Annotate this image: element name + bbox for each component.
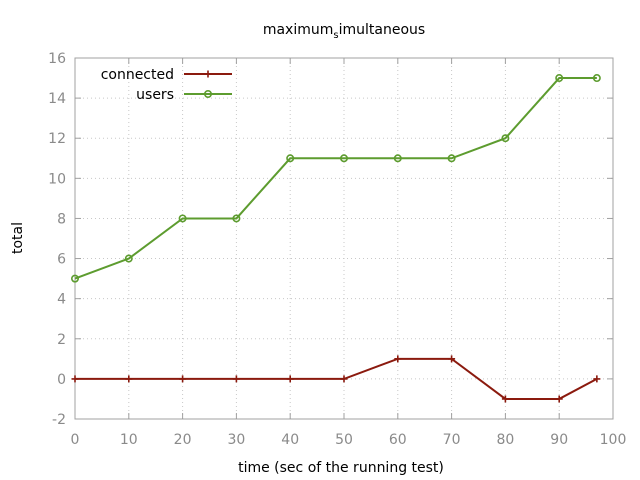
data-point-connected <box>448 355 456 363</box>
x-tick-label: 30 <box>227 432 245 448</box>
data-point-connected <box>394 355 402 363</box>
chart-title: maximumsimultaneous <box>263 22 425 41</box>
grid <box>75 58 613 419</box>
chart-title-suffix: imultaneous <box>339 22 426 38</box>
x-tick-label: 50 <box>335 432 353 448</box>
data-point-connected <box>501 395 509 403</box>
x-axis-title: time (sec of the running test) <box>238 460 444 476</box>
data-point-users <box>71 274 80 283</box>
y-tick-label: 14 <box>48 91 66 107</box>
data-point-connected <box>340 375 348 383</box>
y-tick-label: 4 <box>57 292 66 308</box>
legend-marker-connected <box>204 70 212 78</box>
chart-title-subscript: s <box>333 30 338 41</box>
y-tick-label: 0 <box>57 372 66 388</box>
legend-label-users: users <box>136 87 174 103</box>
data-point-users <box>555 74 564 83</box>
y-tick-label: 10 <box>48 171 66 187</box>
x-tick-label: 40 <box>281 432 299 448</box>
data-point-connected <box>286 375 294 383</box>
data-point-connected <box>71 375 79 383</box>
y-tick-label: -2 <box>52 412 66 428</box>
x-tick-label: 90 <box>550 432 568 448</box>
data-point-connected <box>125 375 133 383</box>
y-tick-label: 8 <box>57 211 66 227</box>
x-tick-label: 0 <box>71 432 80 448</box>
chart-title-prefix: maximum <box>263 22 334 38</box>
x-tick-label: 60 <box>389 432 407 448</box>
ticks <box>74 57 614 420</box>
data-point-users <box>178 214 187 223</box>
data-point-users <box>286 154 295 163</box>
y-axis-title: total <box>10 222 26 254</box>
legend-marker-users <box>204 90 213 99</box>
y-tick-label: 12 <box>48 131 66 147</box>
series-users <box>71 74 601 283</box>
x-tick-label: 80 <box>496 432 514 448</box>
data-point-users <box>592 74 601 83</box>
x-tick-labels: 0 10 20 30 40 50 60 70 80 90 100 <box>71 432 627 448</box>
series-line-connected <box>75 357 598 400</box>
y-tick-label: 6 <box>57 252 66 268</box>
data-point-users <box>124 254 133 263</box>
x-tick-label: 100 <box>600 432 627 448</box>
data-point-connected <box>179 375 187 383</box>
data-point-connected <box>232 375 240 383</box>
series <box>71 74 601 403</box>
data-point-connected <box>555 395 563 403</box>
legend-label-connected: connected <box>101 67 174 83</box>
y-tick-label: 2 <box>57 332 66 348</box>
series-connected <box>71 355 601 403</box>
x-tick-label: 70 <box>443 432 461 448</box>
y-tick-label: 16 <box>48 51 66 67</box>
data-point-connected <box>593 375 601 383</box>
legend: connected users <box>101 67 232 103</box>
y-tick-labels: -2 0 2 4 6 8 10 12 14 16 <box>48 51 66 428</box>
data-point-users <box>447 154 456 163</box>
x-tick-label: 10 <box>120 432 138 448</box>
data-point-users <box>393 154 402 163</box>
data-point-users <box>232 214 241 223</box>
series-line-users <box>74 77 597 280</box>
data-point-users <box>339 154 348 163</box>
x-tick-label: 20 <box>174 432 192 448</box>
data-point-users <box>501 134 510 143</box>
